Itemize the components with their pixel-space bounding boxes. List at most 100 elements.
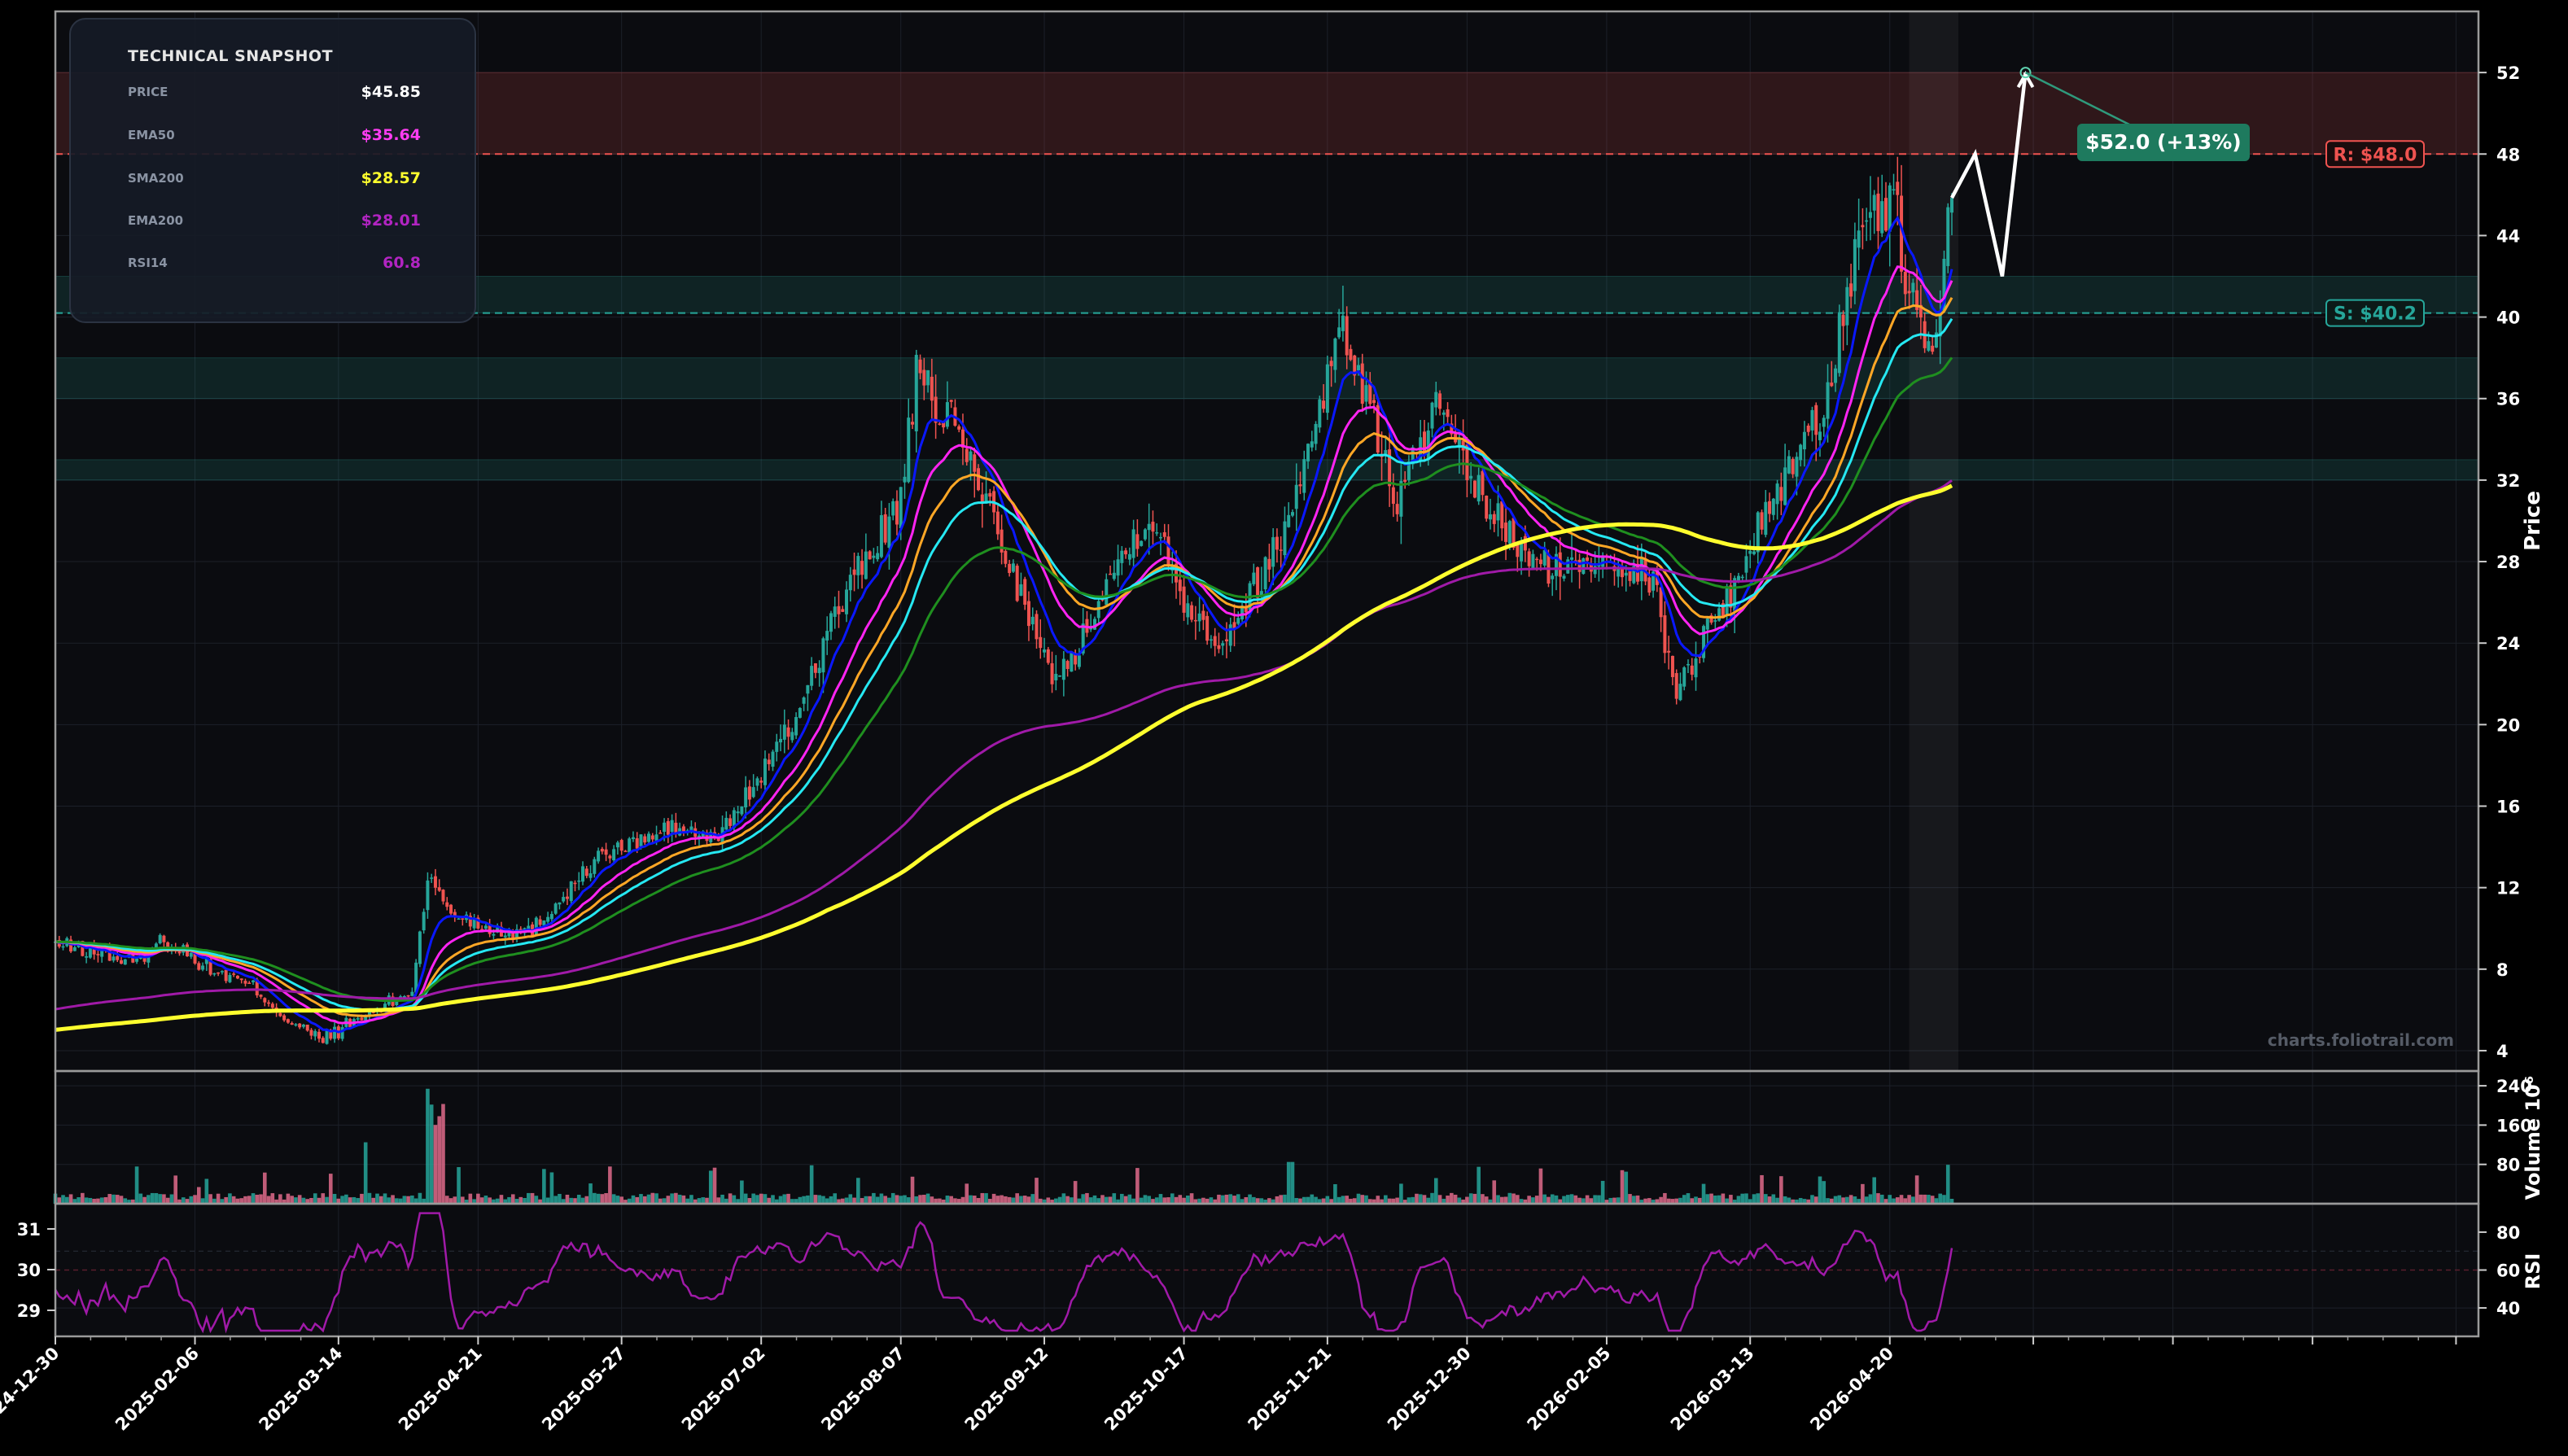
volume-bar <box>1422 1195 1427 1204</box>
volume-bar <box>305 1199 310 1204</box>
volume-bar <box>1446 1196 1450 1204</box>
volume-bar <box>1468 1193 1473 1204</box>
candle-body <box>1360 363 1364 404</box>
volume-axis-title: Volume 10⁶ <box>2522 1076 2544 1200</box>
volume-bar <box>243 1196 247 1204</box>
ma-line-sma200 <box>55 483 1953 1032</box>
ma-line-ema30 <box>55 297 1953 1017</box>
volume-bar <box>1822 1181 1826 1204</box>
candle-body <box>492 934 496 936</box>
volume-bar <box>196 1187 201 1204</box>
candle-body <box>278 1012 282 1017</box>
volume-bar <box>224 1196 228 1204</box>
candle-body <box>158 934 162 944</box>
candle-body <box>829 613 833 632</box>
candle-body <box>1341 315 1345 331</box>
candle-body <box>841 609 845 612</box>
volume-bar <box>980 1192 985 1204</box>
volume-bar <box>1674 1198 1678 1204</box>
candle-body <box>740 806 744 815</box>
candle-body <box>1500 501 1504 529</box>
volume-bar <box>503 1199 508 1204</box>
candle-body <box>1702 626 1706 658</box>
volume-bar <box>1364 1195 1368 1204</box>
candle-body <box>1542 549 1546 566</box>
candle-body <box>325 1030 329 1044</box>
candle-body <box>197 963 201 970</box>
volume-bar <box>96 1198 100 1204</box>
candle-body <box>1290 512 1294 516</box>
volume-bar <box>1740 1193 1744 1204</box>
volume-bar <box>872 1192 876 1204</box>
rsi-tick-label: 60 <box>2496 1261 2520 1281</box>
candle-body <box>663 822 667 833</box>
volume-bar <box>92 1198 96 1204</box>
candle-body <box>724 817 728 830</box>
candle-body <box>1880 201 1884 234</box>
volume-bar <box>925 1193 930 1204</box>
candle-body <box>597 850 601 862</box>
volume-bar <box>1558 1199 1563 1204</box>
ma-line-ema20 <box>55 265 1953 1025</box>
candle-body <box>779 738 783 743</box>
volume-bar <box>988 1198 992 1204</box>
candle-body <box>988 492 992 497</box>
candle-body <box>1760 512 1764 530</box>
volume-bar <box>922 1195 926 1204</box>
candle-body <box>1314 423 1318 444</box>
volume-bar <box>1496 1195 1500 1204</box>
candle-body <box>945 402 949 427</box>
volume-bar <box>689 1195 693 1204</box>
candle-body <box>461 918 465 920</box>
volume-bar <box>833 1193 838 1204</box>
candle-body <box>123 959 127 965</box>
volume-bar <box>81 1192 85 1204</box>
candle-body <box>294 1024 298 1026</box>
moving-averages <box>55 215 1953 1034</box>
volume-bar <box>740 1180 744 1204</box>
candle-body <box>1065 661 1070 669</box>
candle-body <box>1507 521 1511 544</box>
candle-body <box>577 880 581 882</box>
candle-body <box>957 426 961 430</box>
candle-body <box>88 942 92 958</box>
volume-bar <box>1589 1198 1594 1204</box>
volume-bar <box>1581 1198 1586 1204</box>
candle-body <box>1039 636 1043 649</box>
candle-body <box>1779 487 1783 501</box>
candle-body <box>476 917 480 929</box>
candle-body <box>1376 404 1380 453</box>
volume-bar <box>1461 1199 1465 1204</box>
volume-bar <box>1798 1197 1803 1204</box>
candle-body <box>402 996 406 998</box>
volume-bar <box>991 1193 996 1204</box>
candle-body <box>1162 531 1166 537</box>
candle-body <box>1325 364 1329 413</box>
volume-bar <box>674 1192 678 1204</box>
volume-bar <box>154 1192 159 1204</box>
candle-body <box>736 811 740 814</box>
volume-bar <box>457 1167 461 1204</box>
volume-bar <box>216 1193 221 1204</box>
volume-bar <box>1833 1196 1838 1204</box>
snapshot-label: RSI14 <box>128 256 168 270</box>
volume-bar <box>1678 1197 1682 1204</box>
candle-body <box>1775 483 1779 505</box>
candle-body <box>154 943 158 950</box>
volume-bar <box>685 1198 689 1204</box>
volume-bar <box>1030 1194 1035 1204</box>
volume-bar <box>444 1196 449 1204</box>
candle-body <box>1070 652 1074 672</box>
volume-bar <box>890 1192 895 1204</box>
candle-body <box>1175 563 1179 583</box>
volume-bar <box>604 1193 608 1204</box>
candle-body <box>728 818 733 826</box>
volume-bar <box>1321 1198 1326 1204</box>
candle-body <box>802 697 806 704</box>
candle-body <box>973 454 977 472</box>
candle-body <box>798 707 802 718</box>
candle-body <box>1469 475 1473 479</box>
volume-bar <box>1046 1197 1051 1204</box>
candle-body <box>527 925 531 930</box>
candle-body <box>1814 404 1818 435</box>
